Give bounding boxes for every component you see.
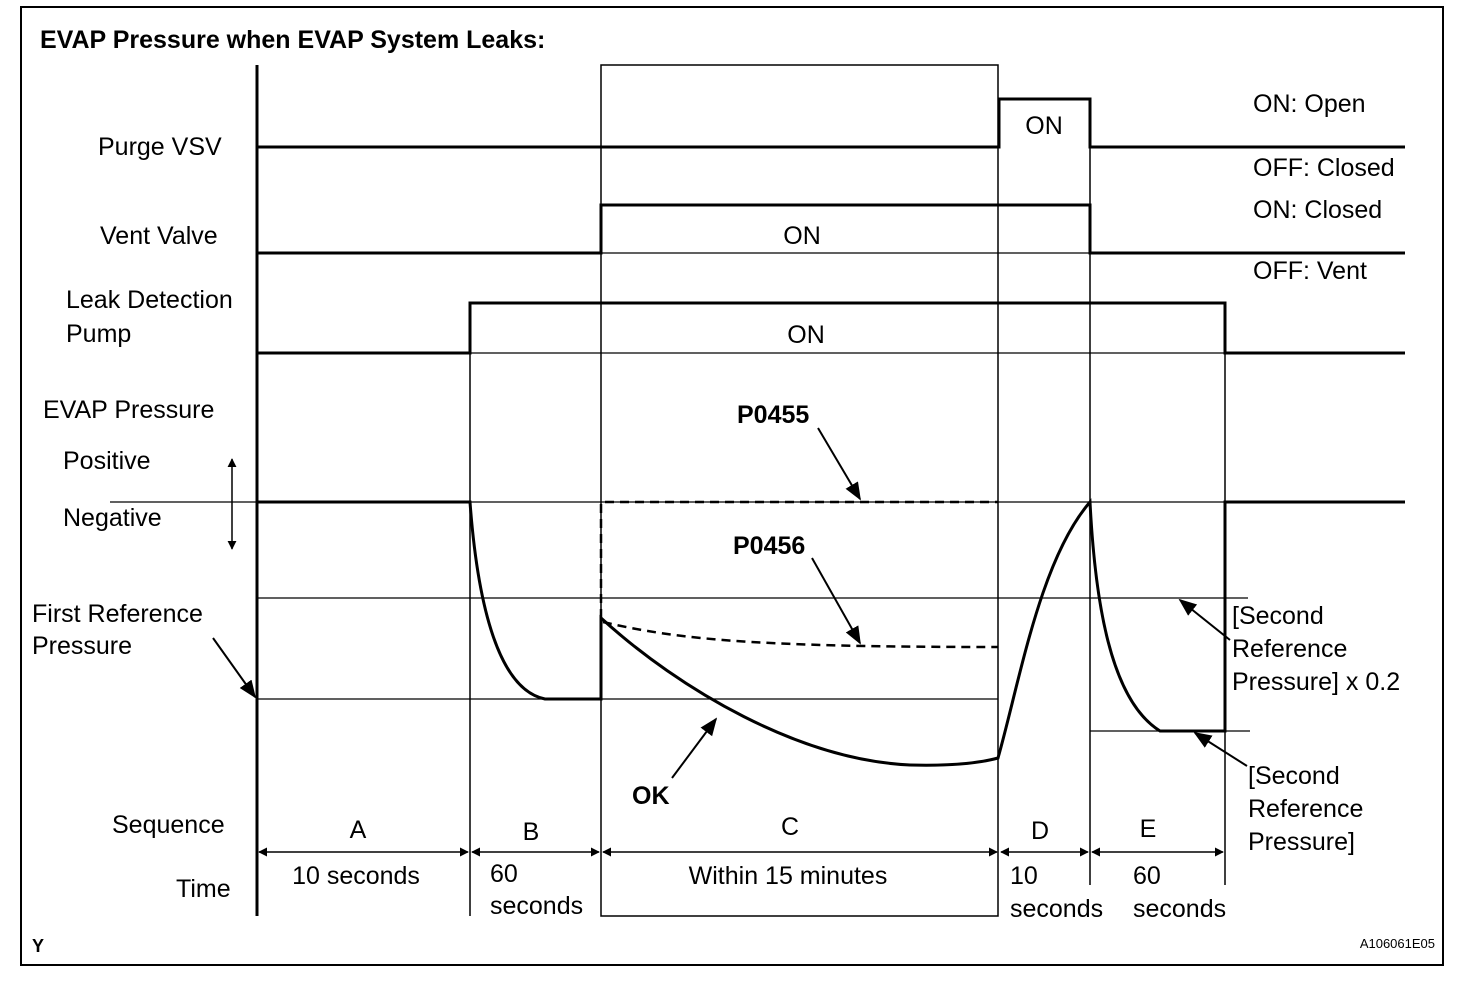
sequence-e: E [1140, 815, 1157, 843]
label-first-ref-1: First Reference [32, 600, 203, 628]
second-ref-x02-2: Reference [1232, 635, 1347, 663]
time-d-1: 10 [1010, 862, 1038, 890]
label-purge-vsv: Purge VSV [98, 133, 222, 161]
second-ref-pointer [1193, 732, 1248, 767]
label-leak-pump-1: Leak Detection [66, 286, 233, 314]
time-b-2: seconds [490, 892, 583, 920]
label-vent-valve: Vent Valve [100, 222, 218, 250]
p0456-trace [602, 620, 999, 649]
corner-left-mark: Y [32, 936, 44, 956]
outer-frame [20, 6, 1444, 966]
time-e-2: seconds [1133, 895, 1226, 923]
leak-pump-signal [257, 301, 1405, 355]
sequence-a: A [350, 816, 367, 844]
p0455-pointer [817, 427, 861, 501]
first-ref-pointer [212, 637, 257, 699]
label-leak-pump-2: Pump [66, 320, 131, 348]
legend-purge-off: OFF: Closed [1253, 154, 1395, 182]
label-sequence: Sequence [112, 811, 225, 839]
p0456-pointer [811, 557, 861, 645]
second-ref-x02-pointer [1178, 598, 1231, 641]
evap-pressure-trace [257, 498, 1405, 767]
vent-on-label: ON [783, 222, 821, 250]
time-d-2: seconds [1010, 895, 1103, 923]
second-ref-1: [Second [1248, 762, 1340, 790]
label-p0456: P0456 [733, 532, 805, 560]
phase-c-box [600, 64, 999, 917]
label-time: Time [176, 875, 231, 903]
p0455-trace [599, 500, 998, 618]
purge-on-label: ON [1025, 112, 1063, 140]
vent-valve-signal [257, 203, 1405, 255]
figure-code: A106061E05 [1360, 936, 1435, 951]
second-ref-2: Reference [1248, 795, 1363, 823]
diagram-title: EVAP Pressure when EVAP System Leaks: [40, 26, 545, 54]
second-ref-x02-3: Pressure] x 0.2 [1232, 668, 1400, 696]
purge-vsv-signal [257, 97, 1405, 149]
legend-vent-on: ON: Closed [1253, 196, 1382, 224]
ok-pointer [671, 717, 718, 779]
time-b-1: 60 [490, 860, 518, 888]
legend-vent-off: OFF: Vent [1253, 257, 1367, 285]
sequence-b: B [523, 818, 540, 846]
pump-on-label: ON [787, 321, 825, 349]
label-negative: Negative [63, 504, 162, 532]
label-p0455: P0455 [737, 401, 809, 429]
label-first-ref-2: Pressure [32, 632, 132, 660]
label-evap-pressure: EVAP Pressure [43, 396, 214, 424]
label-ok: OK [632, 782, 670, 810]
sequence-c: C [781, 813, 799, 841]
sequence-d: D [1031, 817, 1049, 845]
second-ref-x02-1: [Second [1232, 602, 1324, 630]
legend-purge-on: ON: Open [1253, 90, 1366, 118]
time-e-1: 60 [1133, 862, 1161, 890]
second-ref-3: Pressure] [1248, 828, 1355, 856]
time-c: Within 15 minutes [689, 862, 888, 890]
label-positive: Positive [63, 447, 151, 475]
time-a: 10 seconds [292, 862, 420, 890]
